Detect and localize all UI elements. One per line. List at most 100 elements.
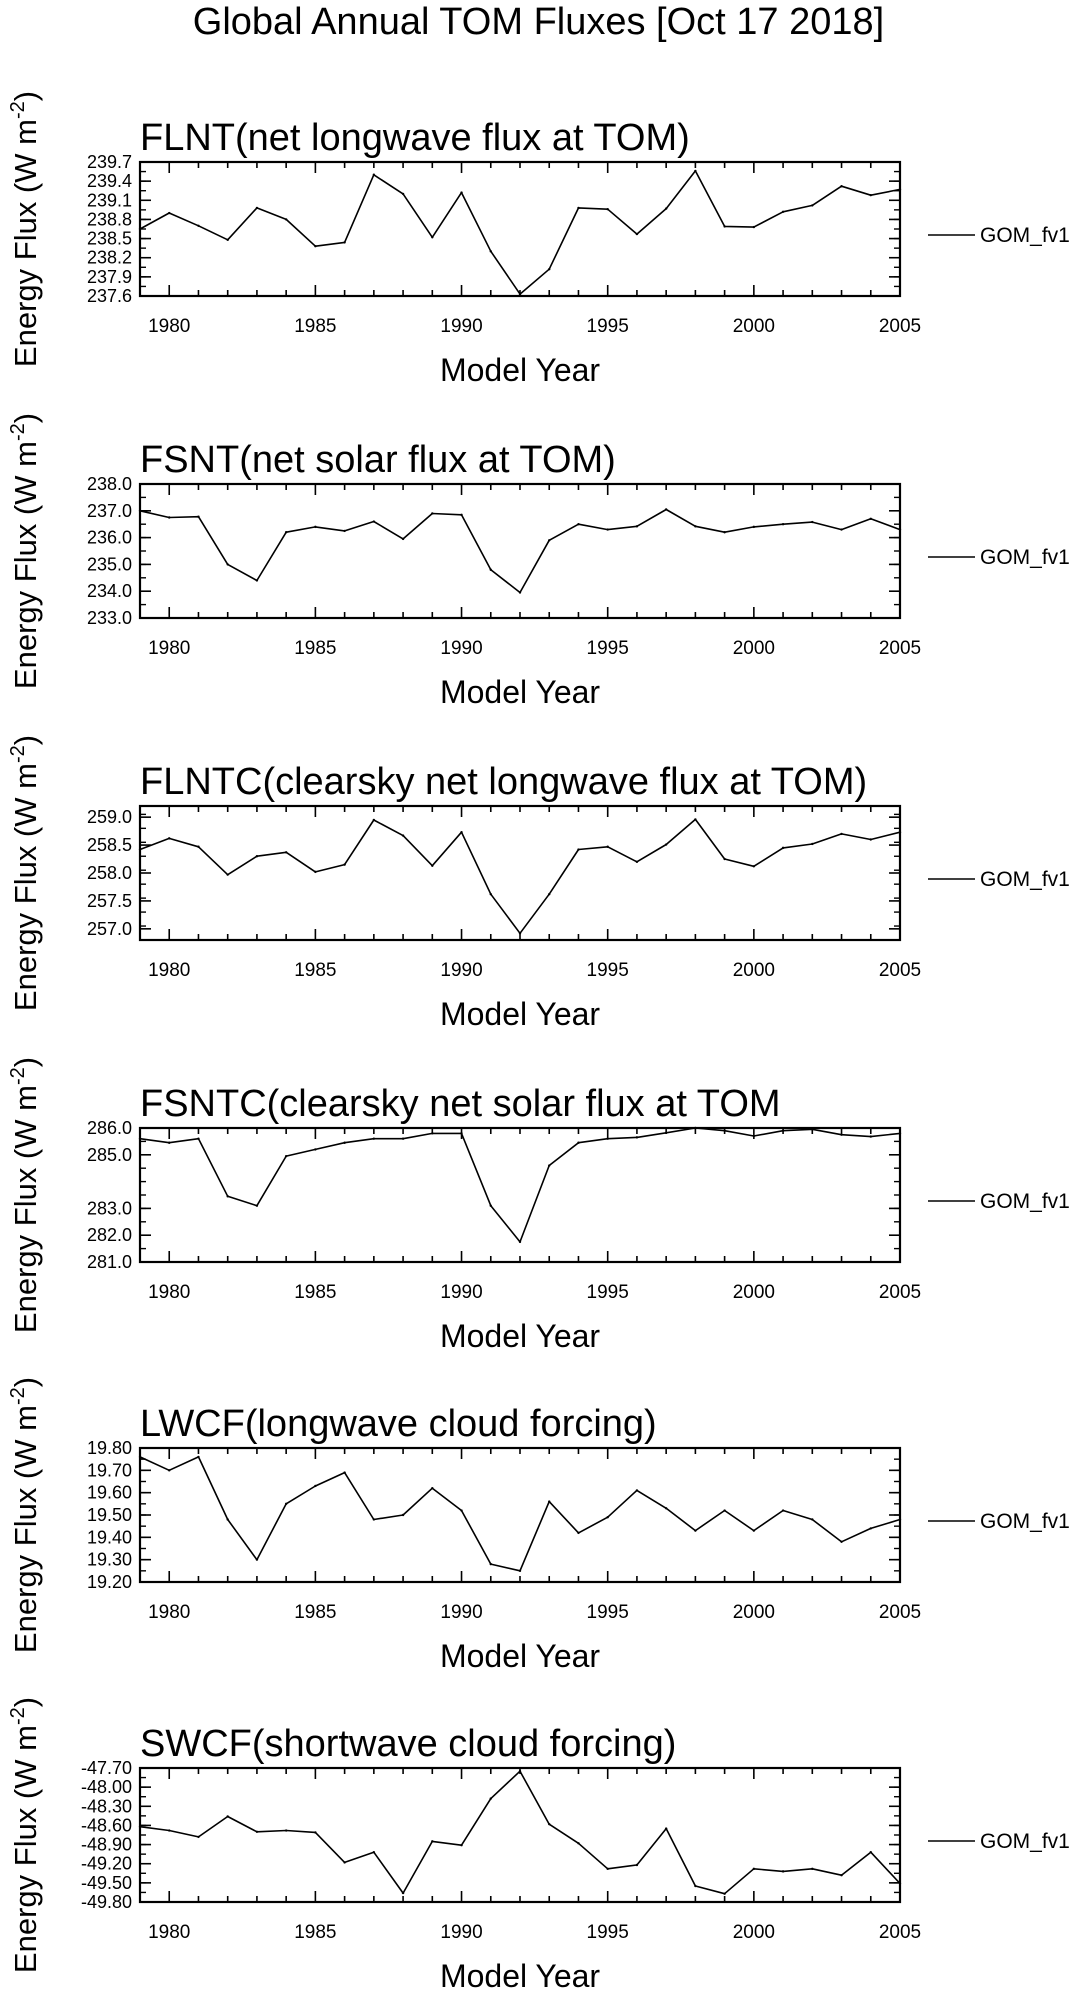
x-axis-label: Model Year: [440, 674, 600, 710]
data-point: [372, 1137, 376, 1140]
data-point: [869, 1135, 872, 1138]
x-tick-label: 2000: [733, 638, 775, 659]
y-axis-label: Energy Flux (W m-2): [7, 413, 43, 689]
chart-panel: FLNTC(clearsky net longwave flux at TOM)…: [7, 735, 1070, 1032]
chart-panel: FSNTC(clearsky net solar flux at TOM 1980…: [7, 1057, 1070, 1354]
data-point: [723, 225, 726, 228]
data-point: [869, 838, 872, 841]
data-point: [314, 245, 317, 248]
data-point: [460, 1509, 463, 1512]
x-axis-label: Model Year: [440, 1638, 600, 1674]
data-point: [781, 1129, 785, 1132]
data-point: [460, 1844, 463, 1847]
x-tick-label: 1990: [440, 960, 482, 981]
data-point: [664, 1827, 668, 1830]
data-point: [694, 818, 697, 821]
data-point: [314, 525, 317, 529]
chart-title: FLNTC(clearsky net longwave flux at TOM): [140, 761, 867, 803]
data-point: [518, 1769, 522, 1773]
plot-frame: [138, 1766, 902, 1904]
y-tick-label: 285.0: [87, 1145, 132, 1165]
data-point: [811, 1128, 814, 1131]
data-point: [694, 169, 697, 173]
data-point: [197, 1835, 200, 1839]
data-point: [518, 932, 522, 935]
data-point: [518, 1569, 522, 1573]
data-point: [431, 1487, 434, 1490]
legend-label: GOM_fv1: [980, 1190, 1070, 1213]
data-point: [255, 1830, 259, 1834]
data-point: [635, 1489, 639, 1492]
data-point: [372, 520, 376, 523]
y-tick-label: 237.6: [87, 286, 132, 306]
data-point: [518, 292, 522, 296]
x-tick-label: 2005: [879, 1282, 921, 1303]
data-point: [664, 843, 668, 846]
data-point: [489, 1562, 492, 1566]
y-tick-label: 286.0: [87, 1118, 132, 1138]
x-tick-label: 1995: [587, 1282, 629, 1303]
data-point: [518, 591, 522, 594]
data-point: [606, 1516, 609, 1519]
x-tick-label: 1995: [587, 1922, 629, 1943]
x-tick-label: 1990: [440, 1602, 482, 1623]
data-point: [811, 1518, 814, 1521]
data-point: [226, 1195, 229, 1198]
data-point: [255, 206, 259, 210]
data-point: [226, 873, 229, 876]
series-line: [139, 1127, 901, 1243]
y-tick-label: 238.8: [87, 209, 132, 229]
data-point: [138, 1455, 142, 1459]
y-tick-label: -47.70: [81, 1758, 132, 1778]
x-tick-label: 2005: [879, 1602, 921, 1623]
data-point: [343, 529, 346, 533]
data-point: [548, 893, 551, 896]
x-tick-label: 1985: [294, 1282, 336, 1303]
data-point: [431, 512, 434, 515]
data-point: [869, 1527, 872, 1530]
y-tick-label: 19.30: [87, 1550, 132, 1570]
data-point: [197, 845, 200, 848]
y-axis-label: Energy Flux (W m-2): [7, 1377, 43, 1653]
data-point: [781, 210, 785, 213]
data-point: [752, 225, 756, 229]
data-point: [811, 1867, 814, 1871]
data-point: [635, 525, 639, 528]
data-point: [635, 232, 639, 236]
data-point: [284, 1154, 288, 1158]
data-point: [401, 1137, 405, 1140]
page-title: Global Annual TOM Fluxes [Oct 17 2018]: [192, 1, 885, 43]
y-tick-label: 237.0: [87, 501, 132, 521]
x-tick-label: 2000: [733, 1282, 775, 1303]
data-point: [431, 1840, 434, 1843]
y-axis-label: Energy Flux (W m-2): [7, 1697, 43, 1973]
data-point: [489, 1797, 492, 1800]
data-point: [284, 531, 288, 534]
y-tick-label: 236.0: [87, 528, 132, 548]
data-point: [255, 855, 259, 858]
y-tick-label: 19.80: [87, 1438, 132, 1458]
data-point: [898, 1518, 902, 1521]
data-point: [664, 508, 668, 511]
data-point: [840, 185, 843, 188]
data-point: [138, 1825, 142, 1828]
x-tick-label: 2005: [879, 638, 921, 659]
data-point: [606, 208, 609, 211]
y-tick-label: 19.40: [87, 1527, 132, 1547]
data-point: [781, 1509, 785, 1512]
x-tick-label: 1980: [148, 1922, 190, 1943]
y-tick-label: 235.0: [87, 554, 132, 574]
data-point: [138, 848, 142, 851]
data-point: [723, 857, 726, 861]
data-point: [314, 1831, 317, 1834]
y-tick-label: 237.9: [87, 267, 132, 287]
data-point: [431, 1132, 434, 1135]
y-tick-label: -48.00: [81, 1777, 132, 1797]
data-point: [694, 1126, 697, 1130]
y-tick-label: 281.0: [87, 1252, 132, 1272]
y-tick-label: 283.0: [87, 1198, 132, 1218]
data-point: [343, 863, 346, 866]
data-point: [898, 188, 902, 191]
y-axis-label: Energy Flux (W m-2): [7, 91, 43, 367]
